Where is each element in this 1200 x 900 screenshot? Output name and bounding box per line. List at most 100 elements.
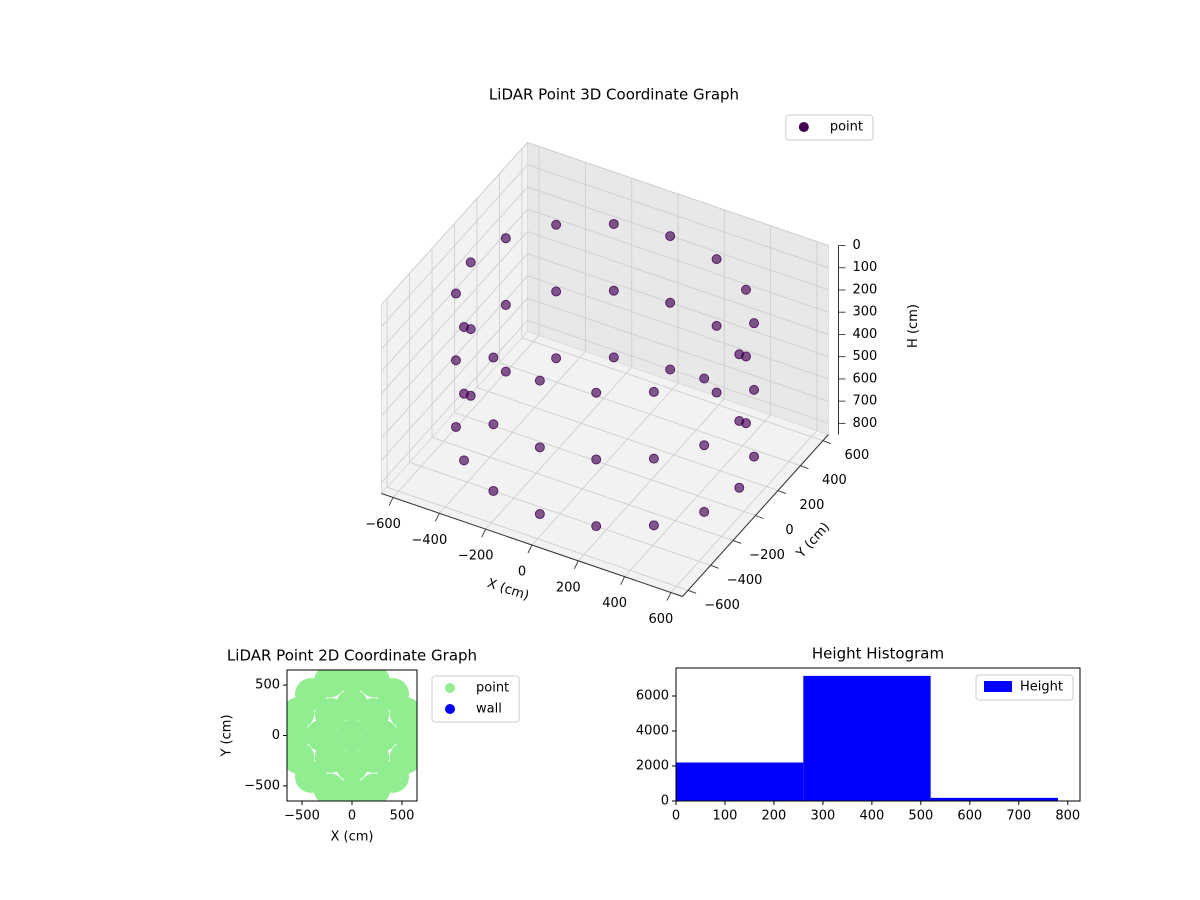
point <box>749 318 760 329</box>
y-tick-label: 6000 <box>636 689 669 704</box>
legend: point <box>785 114 874 141</box>
grid-line <box>381 297 528 461</box>
y-tick-label: −400 <box>727 573 763 588</box>
point <box>749 451 760 462</box>
point <box>357 740 390 773</box>
legend-label: wall <box>476 702 502 717</box>
point <box>465 390 476 401</box>
point <box>711 320 722 331</box>
point <box>465 324 476 335</box>
y-tick-label: 600 <box>844 448 869 463</box>
plot-frame <box>286 669 418 802</box>
point <box>551 286 562 297</box>
bar <box>676 762 804 801</box>
plot-frame <box>675 667 1081 802</box>
x-tick <box>527 544 533 554</box>
point <box>608 352 619 363</box>
point <box>734 482 745 493</box>
point <box>591 387 602 398</box>
legend-label: point <box>476 681 509 696</box>
x-tick <box>434 513 440 522</box>
x-tick-label: −500 <box>284 809 320 824</box>
z-tick-label: 700 <box>853 394 878 409</box>
grid-line <box>527 164 829 269</box>
point <box>465 257 476 268</box>
point <box>500 233 511 244</box>
grid-line <box>527 297 829 402</box>
x-tick <box>666 592 672 601</box>
point <box>648 520 659 531</box>
point <box>389 741 417 774</box>
y-tick <box>777 490 787 494</box>
legend-marker <box>445 704 455 714</box>
point <box>551 353 562 364</box>
legend-label: Height <box>1020 680 1063 695</box>
y-tick-label: 2000 <box>636 759 669 774</box>
legend: Height <box>975 674 1074 701</box>
grid-line <box>409 461 711 566</box>
grid-line <box>499 362 801 467</box>
grid-line <box>381 231 528 394</box>
x-tick-label: 600 <box>649 612 674 627</box>
point <box>665 231 676 242</box>
point <box>534 509 545 520</box>
point <box>450 288 461 299</box>
y-tick <box>822 440 832 445</box>
y-tick <box>687 589 697 594</box>
grid-line <box>381 253 528 416</box>
x-tick-label: 300 <box>810 809 835 824</box>
grid-line <box>386 486 689 591</box>
legend-label: point <box>830 120 863 135</box>
point <box>665 364 676 375</box>
legend-swatch <box>984 681 1013 692</box>
point <box>488 419 499 430</box>
bar <box>930 797 1058 801</box>
point <box>711 254 722 265</box>
grid-line <box>527 142 829 246</box>
grid-line <box>527 253 829 358</box>
point <box>500 299 511 310</box>
point <box>699 506 710 517</box>
z-tick-label: 200 <box>853 282 878 297</box>
point <box>459 455 470 466</box>
y-axis <box>682 434 829 597</box>
grid-line <box>454 412 756 516</box>
legend-frame <box>785 114 874 141</box>
point <box>591 454 602 465</box>
x-tick <box>620 576 626 585</box>
x-tick-label: 100 <box>713 809 738 824</box>
point <box>500 366 511 377</box>
x-tick-label: −200 <box>458 549 494 564</box>
x-tick-label: 200 <box>556 580 581 595</box>
x-tick-label: 0 <box>672 809 680 824</box>
point <box>699 440 710 451</box>
x-tick-label: −600 <box>365 517 401 532</box>
x-tick-label: 500 <box>908 809 933 824</box>
x-tick-label: 500 <box>390 809 415 824</box>
legend-marker <box>798 122 809 132</box>
x-tick-label: 800 <box>1055 809 1080 824</box>
point <box>699 373 710 384</box>
x-tick-label: 600 <box>957 809 982 824</box>
point <box>488 485 499 496</box>
y-tick-label: 0 <box>661 794 669 809</box>
point <box>740 351 751 362</box>
y-tick-label: 4000 <box>636 724 669 739</box>
grid-line <box>527 186 829 291</box>
point <box>665 297 676 308</box>
point <box>740 284 751 295</box>
legend-marker <box>445 683 455 693</box>
point <box>749 384 760 395</box>
x-tick-label: 400 <box>859 809 884 824</box>
x-tick-label: 400 <box>602 596 627 611</box>
z-tick-label: 0 <box>853 238 861 253</box>
point <box>534 375 545 386</box>
grid-line <box>527 208 829 313</box>
z-tick-label: 300 <box>853 305 878 320</box>
x-tick <box>573 560 579 570</box>
x-tick <box>388 497 394 506</box>
grid-line <box>431 436 734 541</box>
chart-title: LiDAR Point 3D Coordinate Graph <box>489 86 739 104</box>
x-tick-label: 700 <box>1006 809 1031 824</box>
